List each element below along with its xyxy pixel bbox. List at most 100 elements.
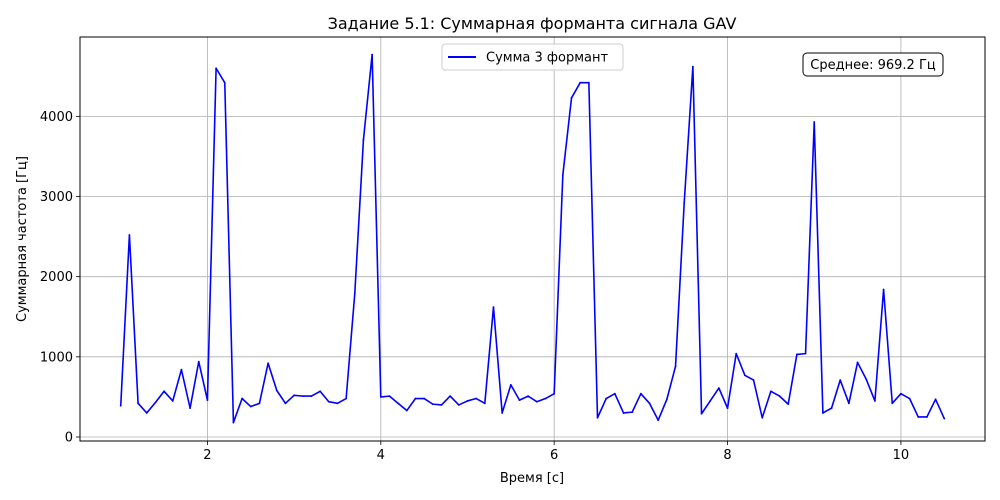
data-point xyxy=(163,390,165,393)
data-point xyxy=(267,362,270,365)
data-point xyxy=(683,202,686,204)
data-point xyxy=(874,400,876,402)
data-point xyxy=(310,395,313,398)
data-point xyxy=(535,400,538,403)
data-point xyxy=(215,67,218,70)
series-line xyxy=(119,53,945,424)
data-point xyxy=(440,404,443,406)
data-point xyxy=(839,379,842,381)
data-point xyxy=(397,402,400,405)
x-tick-label: 2 xyxy=(203,448,211,463)
data-point xyxy=(171,400,174,402)
data-point xyxy=(527,395,530,398)
data-point xyxy=(327,400,330,403)
x-axis: 2 4 6 8 10 xyxy=(203,441,909,463)
data-point xyxy=(553,392,556,395)
data-point xyxy=(865,378,868,381)
data-point xyxy=(501,412,504,414)
data-point xyxy=(691,65,694,68)
x-tick-label: 10 xyxy=(893,448,910,463)
data-point xyxy=(934,398,937,401)
data-point xyxy=(674,365,677,368)
mean-annotation: Среднее: 969.2 Гц xyxy=(802,52,944,77)
data-point xyxy=(492,306,495,309)
data-point xyxy=(371,53,374,56)
data-point xyxy=(362,138,365,141)
data-point xyxy=(284,402,287,405)
annotation-text: Среднее: 969.2 Гц xyxy=(810,58,936,73)
data-point xyxy=(830,407,833,410)
x-axis-label: Время [с] xyxy=(500,471,564,486)
data-point xyxy=(388,395,391,398)
data-point xyxy=(457,404,460,406)
data-point xyxy=(570,97,573,99)
data-point xyxy=(319,390,322,393)
y-tick-label: 4000 xyxy=(40,110,73,125)
data-point xyxy=(743,374,746,377)
data-point xyxy=(345,397,348,400)
data-point xyxy=(926,416,928,418)
data-point xyxy=(908,397,911,400)
data-point xyxy=(613,392,616,395)
data-point xyxy=(804,352,807,355)
data-point xyxy=(483,402,486,405)
x-tick-label: 4 xyxy=(377,448,385,463)
data-point xyxy=(180,368,183,371)
data-point xyxy=(379,396,382,398)
data-point xyxy=(293,394,296,397)
annotation-box xyxy=(802,52,944,77)
data-point xyxy=(579,81,582,84)
y-tick-label: 1000 xyxy=(40,350,73,365)
data-points xyxy=(119,53,946,424)
data-point xyxy=(795,353,798,356)
data-point xyxy=(128,234,131,236)
data-point xyxy=(145,412,148,414)
data-point xyxy=(223,81,226,84)
data-point xyxy=(466,400,469,402)
data-point xyxy=(258,402,261,405)
data-point xyxy=(900,392,902,395)
y-axis: 0 1000 2000 3000 4000 xyxy=(40,110,80,445)
data-point xyxy=(154,401,157,404)
data-point xyxy=(561,173,564,176)
data-point xyxy=(943,417,946,420)
data-point xyxy=(189,407,191,410)
grid xyxy=(80,37,985,441)
data-point xyxy=(700,412,703,415)
data-point xyxy=(241,397,244,400)
data-point xyxy=(665,398,668,401)
data-point xyxy=(137,402,139,405)
plot-area xyxy=(79,36,986,442)
data-point xyxy=(336,402,339,405)
data-point xyxy=(232,421,235,424)
data-point xyxy=(657,419,660,422)
y-tick-label: 0 xyxy=(65,430,73,445)
y-tick-label: 2000 xyxy=(40,270,73,285)
data-point xyxy=(882,288,885,291)
data-point xyxy=(206,399,209,402)
data-point xyxy=(717,387,720,389)
data-point xyxy=(709,400,712,402)
data-point xyxy=(822,412,824,414)
y-axis-label: Суммарная частота [Гц] xyxy=(15,156,30,322)
data-point xyxy=(301,395,304,398)
data-point xyxy=(917,416,920,418)
data-point xyxy=(769,390,772,393)
data-point xyxy=(778,395,781,398)
data-point xyxy=(787,403,790,406)
data-point xyxy=(275,389,278,392)
data-point xyxy=(544,397,547,400)
data-point xyxy=(119,404,122,407)
data-point xyxy=(639,392,642,395)
data-point xyxy=(622,412,625,414)
data-point xyxy=(405,409,408,412)
data-point xyxy=(891,402,894,405)
legend: Сумма 3 формант xyxy=(441,43,624,71)
data-point xyxy=(848,402,850,405)
data-point xyxy=(726,407,729,410)
data-point xyxy=(587,81,590,84)
data-point xyxy=(813,121,816,123)
data-point xyxy=(353,292,356,295)
